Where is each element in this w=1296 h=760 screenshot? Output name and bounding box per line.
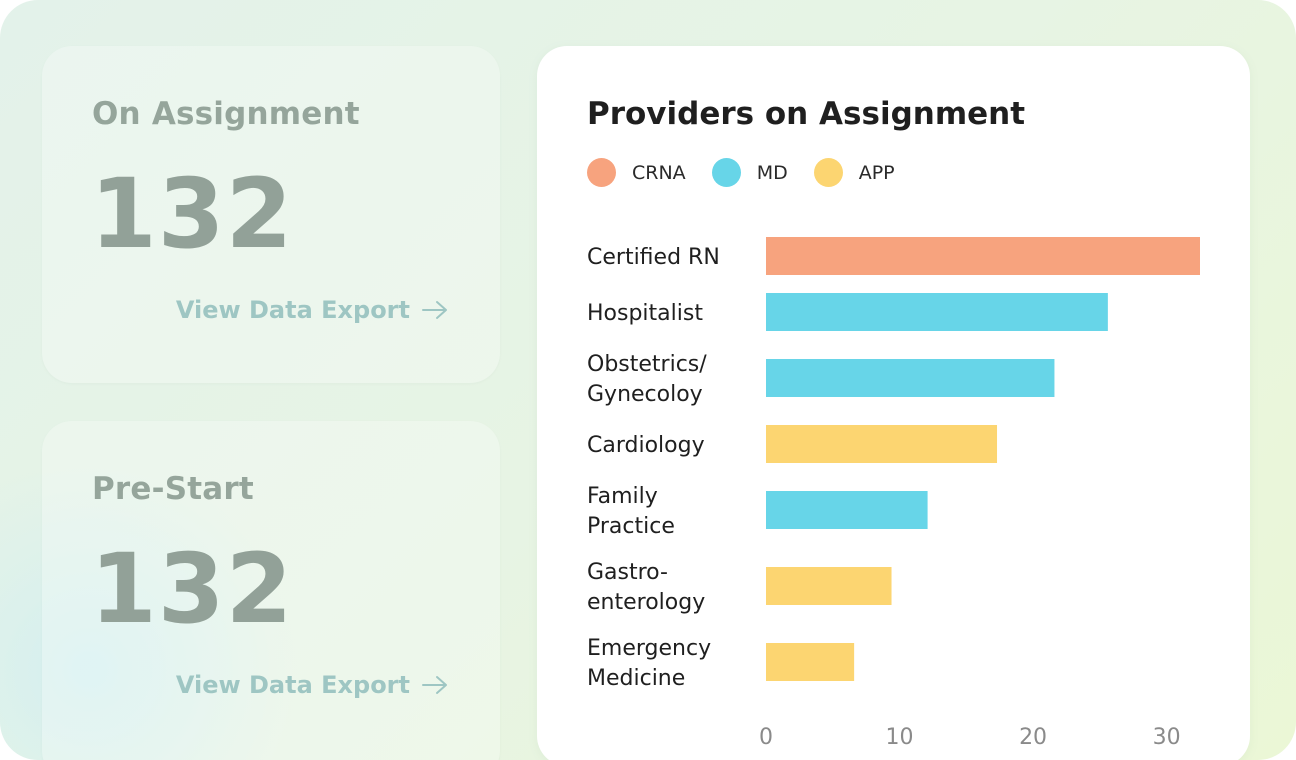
bar — [766, 293, 1108, 331]
bar — [766, 237, 1200, 275]
category-label: Obstetrics/Gynecoloy — [587, 352, 707, 407]
chart-title: Providers on Assignment — [587, 96, 1026, 132]
x-tick-label: 20 — [1019, 725, 1047, 750]
arrow-right-icon — [422, 676, 447, 694]
on-assignment-count: 132 — [90, 158, 294, 270]
category-label: Emergency Medicine — [587, 636, 711, 691]
x-tick-label: 30 — [1153, 725, 1181, 750]
export-link-label: View Data Export — [175, 296, 410, 324]
category-label: Hospitalist — [587, 301, 703, 326]
category-label: Cardiology — [587, 433, 705, 458]
x-tick-label: 10 — [886, 725, 914, 750]
legend-swatch-crna — [587, 158, 616, 187]
pre-start-title: Pre-Start — [92, 471, 254, 507]
pre-start-export-link[interactable]: View Data Export — [176, 671, 448, 699]
bar — [766, 643, 855, 681]
legend-item-md: MD — [711, 158, 788, 187]
legend-label-crna: CRNA — [632, 161, 686, 184]
legend-item-crna: CRNA — [587, 158, 686, 187]
providers-chart-card: Providers on Assignment CRNA MD APP Cert… — [537, 46, 1250, 760]
export-link-label: View Data Export — [175, 671, 410, 699]
category-label: Family Practice — [587, 484, 675, 539]
legend-label-app: APP — [858, 161, 895, 184]
arrow-right-icon — [422, 301, 447, 319]
category-label: Gastro-enterology — [587, 560, 705, 615]
legend-swatch-md — [711, 158, 741, 187]
pre-start-count: 132 — [90, 533, 294, 645]
bar — [766, 425, 998, 463]
chart-legend: CRNA MD APP — [587, 158, 921, 187]
on-assignment-export-link[interactable]: View Data Export — [176, 296, 448, 324]
pre-start-card: Pre-Start 132 View Data Export — [42, 421, 500, 760]
legend-item-app: APP — [813, 158, 895, 187]
bar — [766, 359, 1055, 397]
on-assignment-card: On Assignment 132 View Data Export — [42, 46, 500, 383]
on-assignment-title: On Assignment — [92, 96, 360, 132]
bar — [766, 567, 892, 605]
bar — [766, 491, 928, 529]
legend-swatch-app — [813, 158, 843, 187]
legend-label-md: MD — [756, 161, 788, 184]
bar-chart: Certified RN Hospitalist Obstetrics/Gyneco… — [587, 237, 1200, 750]
x-tick-label: 0 — [759, 725, 773, 750]
category-label: Certified RN — [587, 245, 720, 270]
